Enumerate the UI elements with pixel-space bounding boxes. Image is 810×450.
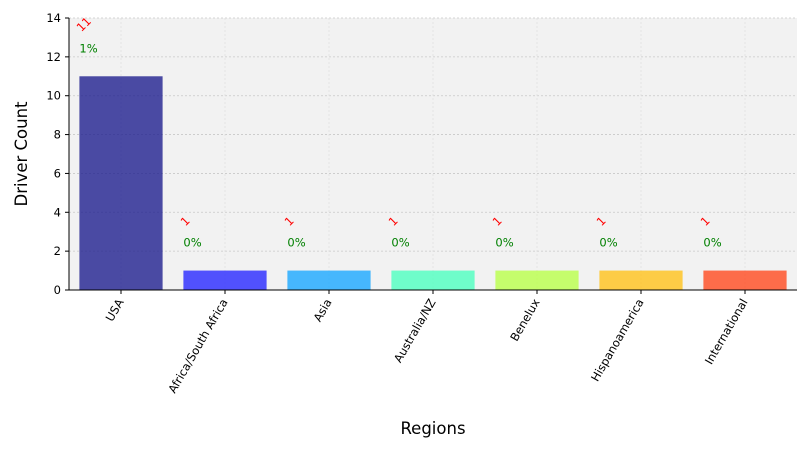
percent-label: 0% xyxy=(495,236,513,250)
bar xyxy=(183,270,267,290)
bar xyxy=(287,270,371,290)
y-tick-label: 12 xyxy=(46,50,61,64)
y-tick-label: 14 xyxy=(46,11,61,25)
percent-label: 0% xyxy=(391,236,409,250)
y-tick-label: 0 xyxy=(54,283,61,297)
x-axis-ticks: USA Africa/South Africa Asia Australia/NZ Be… xyxy=(103,290,751,396)
x-tick-label: USA xyxy=(103,296,127,324)
percent-label: 0% xyxy=(703,236,721,250)
x-tick-label: Australia/NZ xyxy=(391,296,439,365)
bar xyxy=(495,270,579,290)
bars xyxy=(79,76,787,291)
bar xyxy=(391,270,475,290)
y-axis-title: Driver Count xyxy=(12,101,31,207)
percent-label: 0% xyxy=(183,236,201,250)
y-tick-label: 2 xyxy=(54,244,61,258)
x-tick-label: Hispanoamerica xyxy=(588,296,647,384)
y-tick-label: 8 xyxy=(54,128,61,142)
x-tick-label: Africa/South Africa xyxy=(165,296,230,395)
bar xyxy=(703,270,787,290)
bar xyxy=(79,76,163,291)
percent-label: 0% xyxy=(287,236,305,250)
x-tick-label: Benelux xyxy=(507,296,543,344)
percent-label: 1% xyxy=(79,41,97,55)
x-tick-label: International xyxy=(702,296,751,367)
percent-label: 0% xyxy=(599,236,617,250)
y-tick-label: 4 xyxy=(54,205,61,219)
bar xyxy=(599,270,683,290)
y-tick-label: 10 xyxy=(46,89,61,103)
x-axis-title: Regions xyxy=(400,419,465,438)
y-tick-label: 6 xyxy=(54,166,61,180)
y-axis-ticks: 0 2 4 6 8 10 12 14 xyxy=(46,11,69,297)
x-tick-label: Asia xyxy=(310,296,334,324)
